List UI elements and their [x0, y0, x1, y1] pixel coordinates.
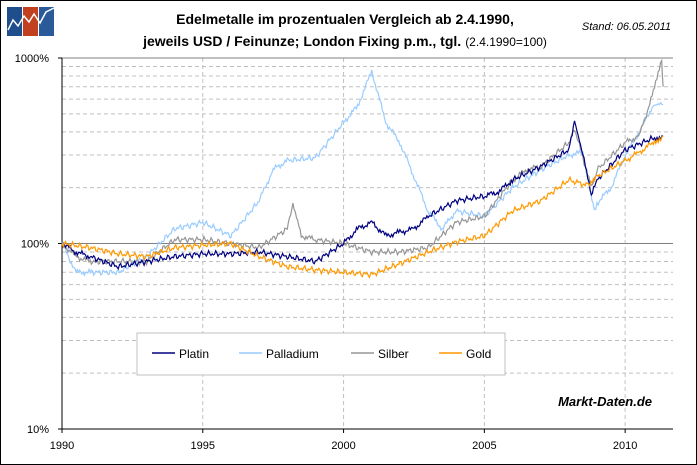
- legend-label-silber: Silber: [378, 347, 409, 361]
- x-tick-label: 1990: [50, 440, 74, 452]
- x-tick-label: 1995: [191, 440, 215, 452]
- stand-date: Stand: 06.05.2011: [582, 21, 671, 33]
- series-line-gold: [61, 135, 664, 280]
- y-tick-label: 10%: [27, 424, 49, 436]
- subtitle-bold: jeweils USD / Feinunze; London Fixing p.…: [142, 33, 461, 49]
- legend-label-palladium: Palladium: [266, 347, 319, 361]
- series-lines: [61, 58, 664, 280]
- logo: [7, 7, 55, 36]
- series-line-silber: [61, 58, 664, 267]
- legend-label-gold: Gold: [466, 347, 491, 361]
- axes: 1990 1995 2000 2005 2010 10% 100% 1000%: [15, 53, 673, 452]
- chart-subtitle: jeweils USD / Feinunze; London Fixing p.…: [142, 33, 547, 49]
- series-line-platin: [61, 120, 664, 271]
- chart-title: Edelmetalle im prozentualen Vergleich ab…: [176, 11, 514, 27]
- legend: Platin Palladium Silber Gold: [136, 332, 506, 376]
- x-tick-label: 2005: [472, 440, 496, 452]
- x-tick-label: 2000: [331, 440, 355, 452]
- y-tick-label: 100%: [21, 239, 49, 251]
- series-line-palladium: [61, 69, 664, 277]
- y-tick-label: 1000%: [15, 53, 49, 65]
- source-watermark: Markt-Daten.de: [558, 394, 652, 409]
- subtitle-note: (2.4.1990=100): [465, 35, 547, 49]
- legend-label-platin: Platin: [179, 347, 209, 361]
- x-tick-label: 2010: [613, 440, 637, 452]
